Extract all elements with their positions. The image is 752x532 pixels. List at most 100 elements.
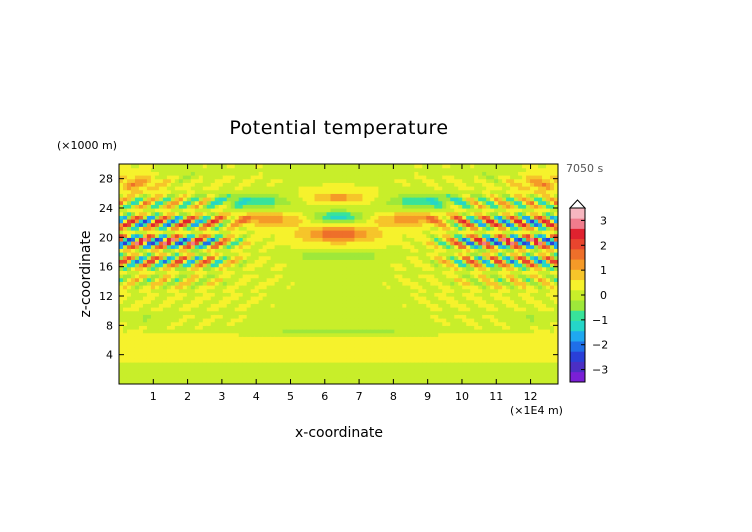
field-cell — [246, 285, 252, 290]
field-cell — [422, 332, 427, 337]
field-cell — [422, 340, 427, 345]
field-cell — [350, 336, 356, 341]
field-cell — [346, 244, 352, 249]
field-cell — [386, 325, 391, 330]
field-cell — [230, 365, 236, 370]
field-cell — [246, 299, 252, 304]
field-cell — [226, 197, 232, 202]
field-cell — [218, 343, 224, 348]
field-cell — [290, 274, 296, 279]
field-cell — [342, 299, 348, 304]
field-cell — [198, 244, 204, 249]
field-cell — [170, 171, 176, 176]
field-cell — [234, 373, 240, 378]
field-cell — [202, 200, 208, 205]
field-cell — [274, 222, 280, 227]
field-cell — [158, 336, 164, 341]
field-cell — [342, 336, 348, 341]
field-cell — [442, 281, 447, 286]
field-cell — [370, 241, 376, 246]
field-cell — [258, 373, 264, 378]
field-cell — [246, 277, 252, 282]
field-cell — [438, 336, 443, 341]
field-cell — [178, 307, 184, 312]
field-cell — [398, 336, 403, 341]
field-cell — [210, 248, 216, 253]
field-cell — [422, 380, 427, 384]
field-cell — [422, 336, 427, 341]
field-cell — [426, 336, 431, 341]
field-cell — [282, 332, 288, 337]
field-cell — [174, 329, 180, 334]
field-cell — [298, 354, 304, 359]
field-cell — [394, 329, 399, 334]
field-cell — [242, 321, 248, 326]
field-cell — [126, 303, 132, 308]
field-cell — [386, 365, 391, 370]
field-cell — [346, 211, 352, 216]
field-cell — [294, 321, 300, 326]
field-cell — [154, 340, 160, 345]
field-cell — [330, 208, 336, 213]
field-cell — [430, 248, 435, 253]
field-cell — [262, 200, 268, 205]
x-unit-label: (×1E4 m) — [510, 404, 563, 417]
field-cell — [410, 332, 415, 337]
field-cell — [126, 288, 132, 293]
field-cell — [198, 373, 204, 378]
field-cell — [254, 204, 260, 209]
field-cell — [194, 270, 200, 275]
field-cell — [142, 288, 148, 293]
field-cell — [130, 263, 136, 268]
field-cell — [210, 292, 216, 297]
field-cell — [382, 230, 387, 235]
field-cell — [358, 222, 364, 227]
field-cell — [282, 167, 288, 172]
field-cell — [146, 343, 152, 348]
field-cell — [322, 222, 328, 227]
field-cell — [186, 200, 192, 205]
field-cell — [134, 248, 140, 253]
field-cell — [374, 252, 380, 257]
field-cell — [130, 336, 136, 341]
field-cell — [274, 211, 280, 216]
field-cell — [398, 314, 403, 319]
field-cell — [206, 248, 212, 253]
field-cell — [202, 303, 208, 308]
field-cell — [322, 263, 328, 268]
field-cell — [430, 358, 435, 363]
field-cell — [214, 318, 220, 323]
field-cell — [362, 178, 368, 183]
field-cell — [422, 266, 427, 271]
field-cell — [398, 252, 403, 257]
field-cell — [122, 288, 128, 293]
field-cell — [430, 186, 435, 191]
field-cell — [174, 380, 180, 384]
field-cell — [418, 325, 423, 330]
field-cell — [178, 263, 184, 268]
field-cell — [182, 288, 188, 293]
field-cell — [414, 292, 419, 297]
field-cell — [234, 215, 240, 220]
field-cell — [354, 369, 360, 374]
field-cell — [234, 167, 240, 172]
field-cell — [314, 369, 320, 374]
field-cell — [214, 274, 220, 279]
field-cell — [278, 167, 284, 172]
field-cell — [202, 263, 208, 268]
field-cell — [398, 204, 403, 209]
field-cell — [434, 167, 439, 172]
field-cell — [314, 296, 320, 301]
field-cell — [362, 164, 368, 169]
field-cell — [226, 376, 232, 381]
field-cell — [298, 175, 304, 180]
field-cell — [226, 248, 232, 253]
field-cell — [350, 259, 356, 264]
field-cell — [414, 296, 419, 301]
field-cell — [146, 354, 152, 359]
field-cell — [174, 369, 180, 374]
field-cell — [314, 332, 320, 337]
field-cell — [342, 362, 348, 367]
field-cell — [450, 373, 455, 378]
field-cell — [318, 307, 324, 312]
